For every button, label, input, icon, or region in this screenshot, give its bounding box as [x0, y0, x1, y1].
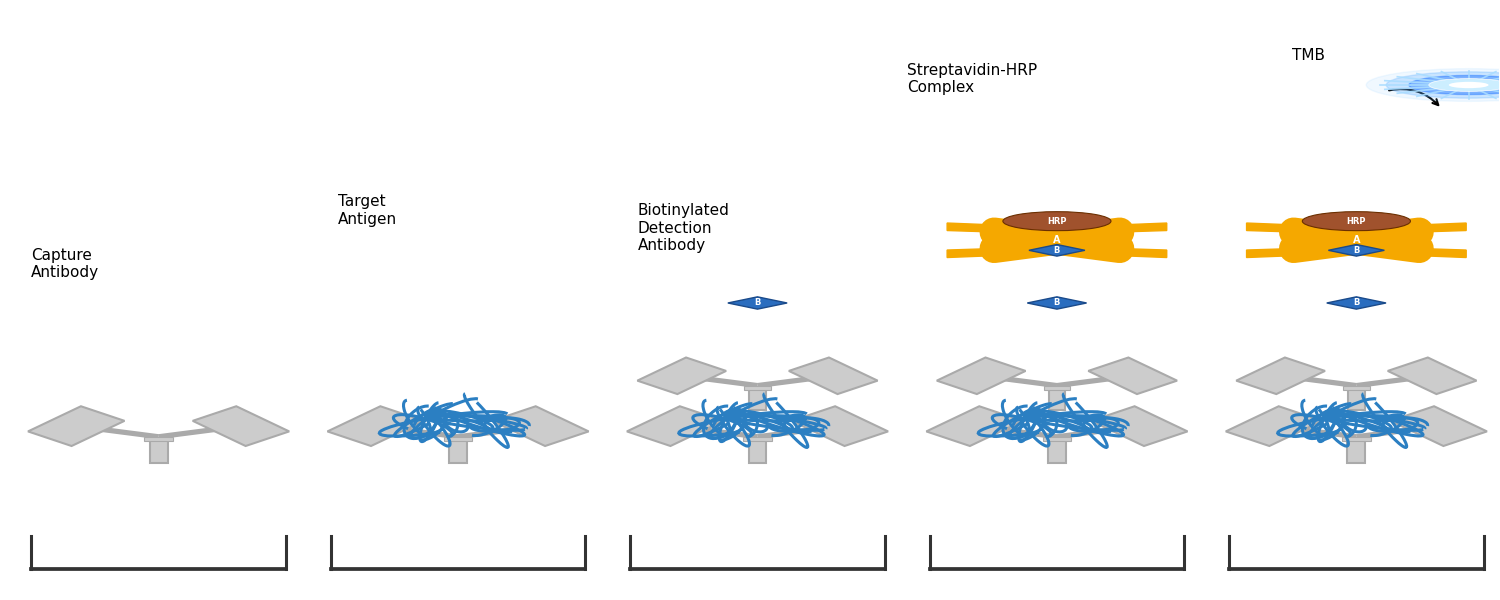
Bar — [150, 439, 168, 463]
Text: B: B — [754, 298, 760, 307]
Bar — [742, 437, 772, 442]
Bar — [1048, 388, 1065, 410]
Polygon shape — [1390, 406, 1486, 446]
Polygon shape — [927, 406, 1023, 446]
Polygon shape — [946, 248, 994, 257]
Bar — [144, 437, 172, 442]
Polygon shape — [327, 406, 424, 446]
Ellipse shape — [1302, 212, 1410, 230]
Bar — [444, 437, 472, 442]
Bar — [1048, 439, 1066, 463]
Polygon shape — [1326, 297, 1386, 309]
Polygon shape — [938, 358, 1026, 394]
Text: HRP: HRP — [1047, 217, 1066, 226]
Text: Streptavidin-HRP
Complex: Streptavidin-HRP Complex — [908, 63, 1038, 95]
Polygon shape — [1029, 245, 1084, 256]
Text: B: B — [1053, 246, 1060, 255]
Polygon shape — [792, 406, 888, 446]
Ellipse shape — [1366, 68, 1500, 101]
Polygon shape — [1236, 358, 1324, 394]
Ellipse shape — [1004, 212, 1112, 230]
Polygon shape — [638, 358, 726, 394]
Bar — [1347, 439, 1365, 463]
Polygon shape — [1329, 245, 1384, 256]
Bar — [744, 386, 771, 390]
Text: Biotinylated
Detection
Antibody: Biotinylated Detection Antibody — [638, 203, 729, 253]
Text: A: A — [1353, 235, 1360, 245]
Polygon shape — [789, 358, 877, 394]
Ellipse shape — [1430, 79, 1500, 91]
Text: B: B — [1353, 298, 1359, 307]
Polygon shape — [28, 406, 124, 446]
Polygon shape — [1090, 406, 1188, 446]
Bar — [1348, 388, 1365, 410]
Polygon shape — [1246, 248, 1293, 257]
Polygon shape — [627, 406, 723, 446]
Bar — [1044, 386, 1070, 390]
Ellipse shape — [1408, 76, 1500, 95]
Polygon shape — [192, 406, 290, 446]
Bar — [448, 439, 466, 463]
Text: TMB: TMB — [1292, 47, 1324, 62]
Text: B: B — [1353, 246, 1359, 255]
Bar — [1342, 386, 1370, 390]
Bar — [1342, 437, 1371, 442]
Polygon shape — [728, 297, 788, 309]
Polygon shape — [1419, 223, 1466, 232]
Ellipse shape — [1449, 82, 1488, 88]
Bar — [748, 388, 766, 410]
Text: A: A — [1053, 235, 1060, 245]
Polygon shape — [1246, 223, 1293, 232]
Text: Capture
Antibody: Capture Antibody — [32, 248, 99, 280]
Polygon shape — [1028, 297, 1086, 309]
Text: B: B — [1053, 298, 1060, 307]
Bar — [1042, 437, 1071, 442]
Ellipse shape — [1386, 72, 1500, 98]
Polygon shape — [1120, 248, 1167, 257]
Polygon shape — [1120, 223, 1167, 232]
Bar — [748, 439, 766, 463]
Text: Target
Antigen: Target Antigen — [339, 194, 398, 227]
Polygon shape — [1089, 358, 1178, 394]
Polygon shape — [946, 223, 994, 232]
Polygon shape — [1226, 406, 1323, 446]
Polygon shape — [492, 406, 588, 446]
Text: HRP: HRP — [1347, 217, 1366, 226]
Polygon shape — [1419, 248, 1466, 257]
Polygon shape — [1388, 358, 1476, 394]
